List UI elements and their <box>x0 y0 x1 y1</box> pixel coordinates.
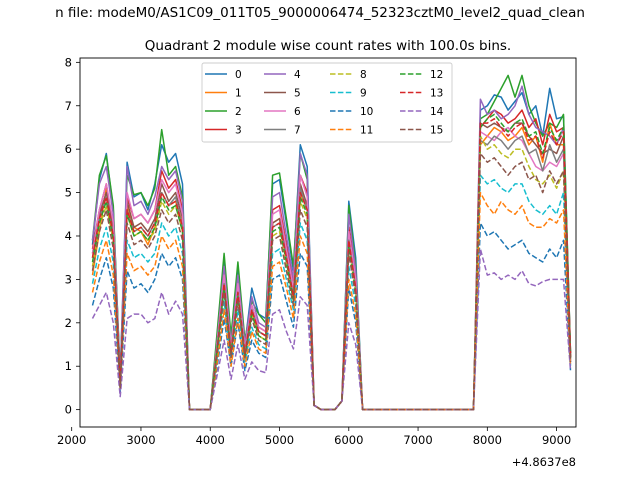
y-tick-label: 6 <box>65 142 72 156</box>
x-offset-label: +4.8637e8 <box>512 455 576 469</box>
y-axis-ticks: 0 1 2 3 4 5 6 7 8 <box>65 55 80 417</box>
x-tick-label: 8000 <box>473 433 502 447</box>
legend-label-3: 3 <box>235 125 242 137</box>
legend-box <box>201 62 453 143</box>
legend-label-2: 2 <box>235 106 242 118</box>
legend-label-9: 9 <box>360 88 367 100</box>
series-line-15 <box>91 152 572 411</box>
y-tick-label: 7 <box>65 99 72 113</box>
series-lines <box>91 74 572 411</box>
legend-label-12: 12 <box>430 69 443 81</box>
series-line-14 <box>91 248 572 411</box>
x-tick-label: 2000 <box>57 433 86 447</box>
x-tick-label: 6000 <box>334 433 363 447</box>
legend-label-7: 7 <box>294 125 301 137</box>
legend-label-4: 4 <box>294 69 301 81</box>
legend-label-13: 13 <box>430 88 443 100</box>
legend-label-5: 5 <box>294 88 301 100</box>
legend-label-0: 0 <box>235 69 242 81</box>
x-tick-label: 7000 <box>403 433 432 447</box>
y-tick-label: 3 <box>65 272 72 286</box>
legend-label-8: 8 <box>360 69 367 81</box>
x-tick-label: 5000 <box>265 433 294 447</box>
x-tick-label: 9000 <box>542 433 571 447</box>
legend-label-6: 6 <box>294 106 301 118</box>
series-line-12 <box>91 113 572 411</box>
x-tick-label: 3000 <box>126 433 155 447</box>
figure-suptitle: n file: modeM0/AS1C09_011T05_9000006474_… <box>55 5 585 21</box>
legend-label-14: 14 <box>430 106 444 118</box>
legend-label-15: 15 <box>430 125 443 137</box>
x-tick-label: 4000 <box>196 433 225 447</box>
legend-label-11: 11 <box>360 125 373 137</box>
y-tick-label: 0 <box>65 403 72 417</box>
legend-label-1: 1 <box>235 88 242 100</box>
y-tick-label: 2 <box>65 316 72 330</box>
y-tick-label: 5 <box>65 186 72 200</box>
legend-label-10: 10 <box>360 106 373 118</box>
plot-frame <box>79 57 577 428</box>
y-tick-label: 4 <box>65 229 72 243</box>
y-tick-label: 1 <box>65 359 72 373</box>
chart-title: Quadrant 2 module wise count rates with … <box>145 38 511 54</box>
x-axis-ticks: 2000 3000 4000 5000 6000 7000 8000 9000 <box>57 427 571 447</box>
y-tick-label: 8 <box>65 55 72 69</box>
